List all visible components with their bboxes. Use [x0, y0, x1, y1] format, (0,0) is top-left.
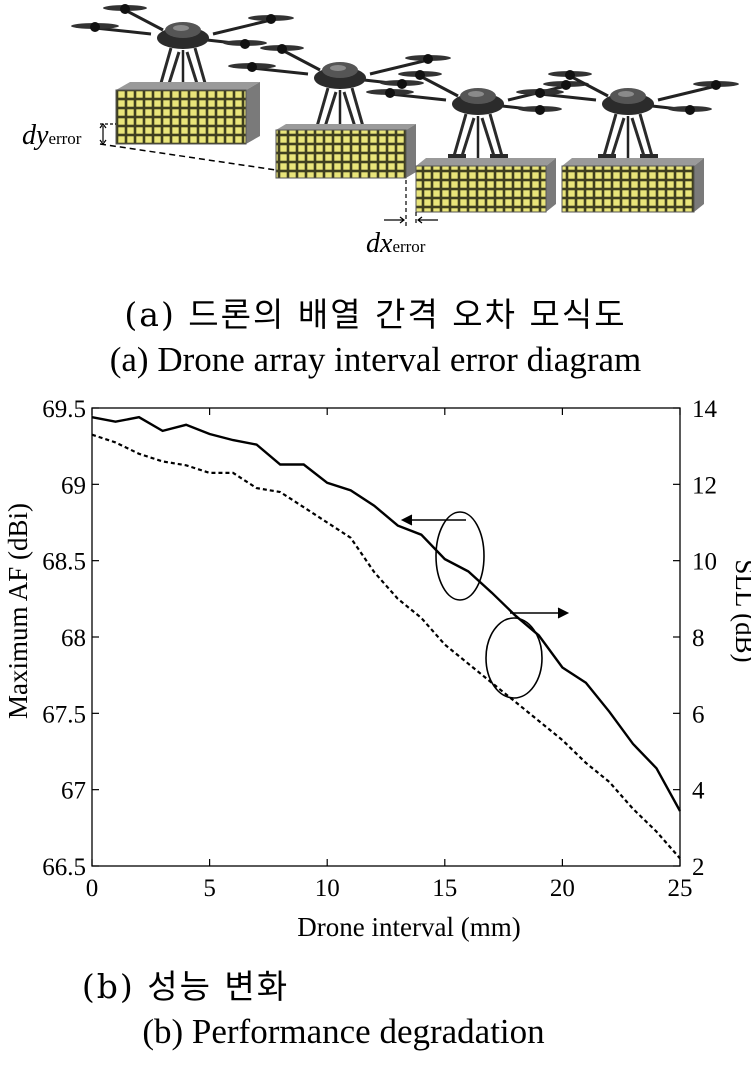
antenna-panel-2: [275, 124, 416, 179]
y-tick-label-left: 66.5: [42, 854, 86, 881]
y-tick-label-right: 8: [692, 625, 705, 652]
y-tick-label-left: 68: [61, 625, 86, 652]
dy-error-marker: [99, 123, 277, 171]
left-axis-indicator: [400, 511, 485, 601]
right-axis-indicator: [485, 607, 570, 699]
y-tick-label-right: 10: [692, 549, 717, 576]
y-tick-label-right: 2: [692, 854, 705, 881]
x-axis-label: Drone interval (mm): [297, 912, 520, 942]
y-tick-label-left: 69.5: [42, 396, 86, 423]
x-tick-label: 20: [550, 875, 575, 902]
y-tick-label-left: 69: [61, 472, 86, 499]
performance-chart: 0 5 10 15 20 2566.56767.56868.56969.524681012…: [3, 396, 751, 942]
y-tick-label-right: 4: [692, 778, 705, 805]
max-af-line: [91, 415, 682, 812]
x-tick-label: 25: [668, 875, 693, 902]
dx-error-marker: [384, 180, 438, 226]
x-tick-label: 0: [86, 875, 99, 902]
y-axis-label-right: SLL (dB): [730, 559, 751, 662]
dx-error-label: dxerror: [366, 228, 426, 259]
plot-frame: [91, 407, 681, 867]
caption-a-english: (a) Drone array interval error diagram: [109, 340, 642, 379]
caption-a-korean: (a) 드론의 배열 간격 오차 모식도: [124, 295, 627, 334]
antenna-panel-1: [115, 82, 260, 145]
caption-b-korean: (b) 성능 변화: [81, 967, 290, 1006]
y-tick-label-left: 67.5: [42, 701, 86, 728]
y-tick-label-left: 68.5: [42, 549, 86, 576]
y-tick-label-right: 12: [692, 472, 717, 499]
x-tick-label: 15: [432, 875, 457, 902]
y-axis-label-left: Maximum AF (dBi): [3, 503, 33, 719]
y-tick-label-left: 67: [61, 778, 86, 805]
x-tick-label: 10: [315, 875, 340, 902]
antenna-panel-4: [561, 158, 704, 213]
sll-line: [91, 433, 681, 860]
antenna-panel-3: [415, 158, 556, 213]
dy-error-label: dyerror: [22, 120, 82, 151]
y-tick-label-right: 14: [692, 396, 718, 423]
drone-array-diagram: dyerror dxerror: [22, 2, 741, 259]
caption-b-english: (b) Performance degradation: [142, 1012, 545, 1051]
x-tick-label: 5: [203, 875, 216, 902]
y-tick-label-right: 6: [692, 701, 705, 728]
